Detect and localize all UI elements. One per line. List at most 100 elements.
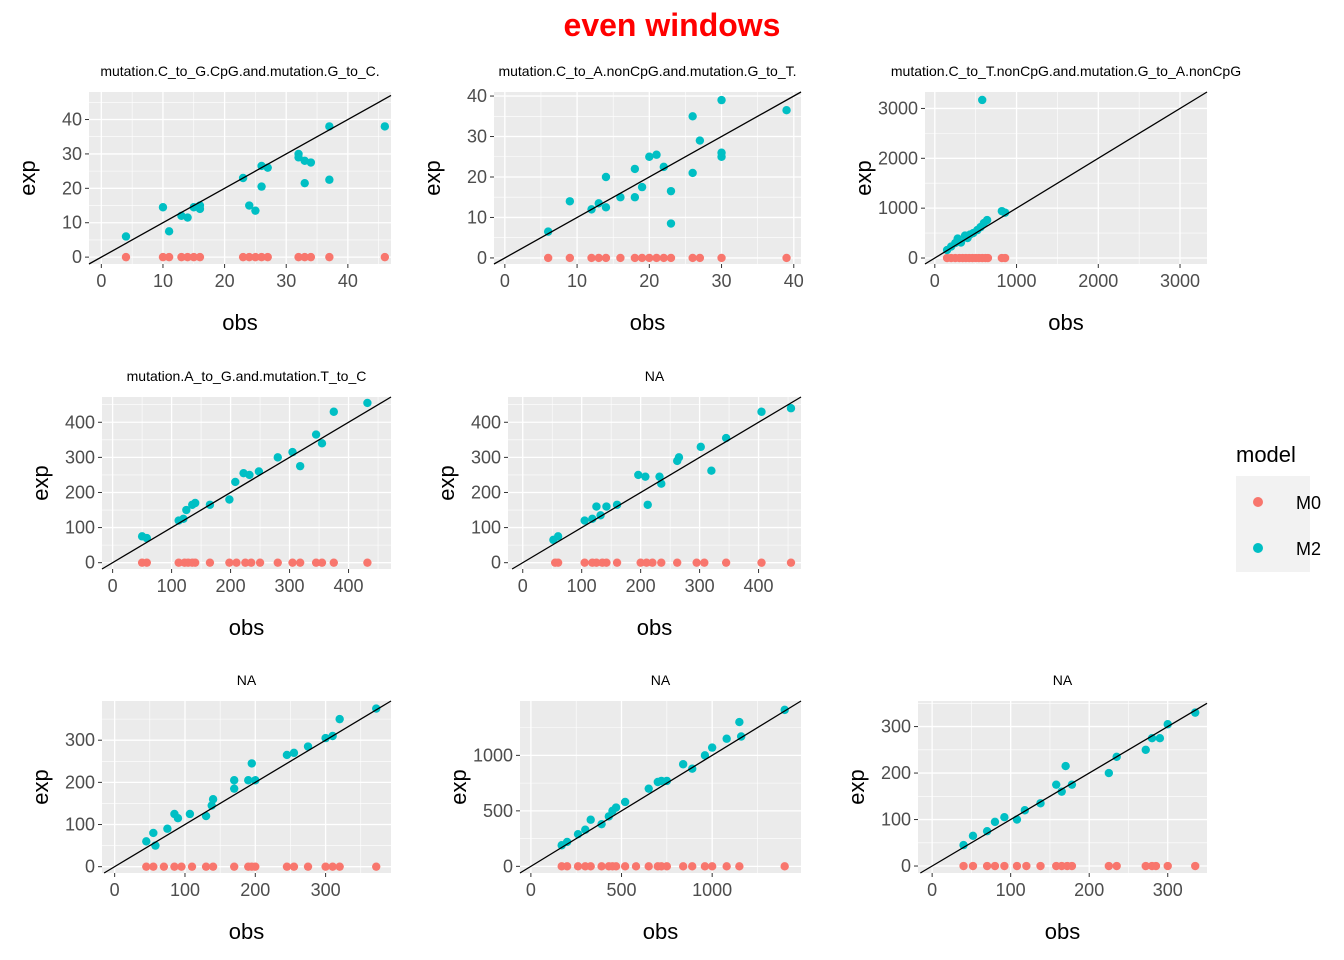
data-point-m0: [620, 862, 630, 871]
data-point-m0: [255, 558, 265, 567]
data-point-m0: [142, 558, 152, 567]
data-point-m2: [594, 199, 603, 208]
data-point-m2: [637, 182, 647, 192]
data-point-m2: [273, 453, 282, 462]
x-tick-label: 200: [1074, 880, 1104, 900]
panel-4: 0 100 200 300 400 0 100 200 300 400 mutation.A_to_…: [28, 368, 392, 640]
data-point-m2: [300, 178, 309, 188]
data-point-m2: [1000, 813, 1009, 822]
data-point-m2: [616, 193, 625, 202]
x-tick-label: 0: [500, 271, 510, 291]
x-axis-title: obs: [1045, 919, 1080, 944]
y-axis-title: exp: [446, 769, 471, 804]
reference-line-y-equals-x: [924, 91, 1208, 265]
data-point-m2: [1000, 208, 1010, 217]
data-point-m0: [241, 558, 250, 567]
x-tick-label: 100: [996, 880, 1026, 900]
data-point-m2: [329, 407, 338, 416]
data-point-m0: [208, 862, 218, 871]
data-point-m2: [601, 203, 611, 212]
y-tick-label: 40: [62, 110, 82, 130]
y-tick-label: 0: [503, 856, 513, 876]
data-point-m2: [245, 470, 254, 480]
data-point-m0: [602, 558, 611, 567]
data-point-m0: [700, 558, 709, 567]
x-tick-label: 20: [639, 271, 659, 291]
panel-1: 0 10 20 30 40 0 10 20 30 40 mutation.C_to_G.CpG.an…: [15, 63, 392, 335]
data-point-m0: [1191, 861, 1200, 871]
data-point-m2: [244, 776, 253, 785]
data-point-m0: [562, 862, 572, 871]
data-point-m2: [982, 826, 992, 836]
data-point-m0: [1000, 861, 1009, 871]
reference-line-y-equals-x: [511, 396, 802, 570]
data-point-m0: [1022, 861, 1031, 871]
x-tick-label: 100: [157, 576, 187, 596]
points: [543, 95, 791, 263]
data-point-m2: [722, 734, 731, 743]
data-point-m2: [321, 733, 330, 743]
data-point-m0: [225, 558, 234, 567]
data-point-m0: [692, 558, 701, 567]
y-tick-label: 30: [62, 144, 82, 164]
data-point-m0: [190, 558, 200, 567]
data-point-m0: [735, 862, 744, 871]
data-point-m2: [225, 495, 234, 504]
data-point-m2: [163, 824, 172, 833]
points: [137, 398, 372, 567]
data-point-m2: [565, 197, 575, 206]
data-point-m2: [688, 112, 697, 121]
data-point-m0: [587, 253, 596, 263]
data-point-m0: [251, 862, 260, 871]
y-tick-label: 300: [65, 730, 95, 750]
data-point-m0: [251, 252, 260, 262]
data-point-m2: [990, 817, 1000, 827]
data-point-m2: [652, 150, 661, 159]
data-point-m0: [229, 862, 239, 871]
legend-key-m2: [1253, 543, 1263, 553]
data-point-m2: [257, 182, 266, 191]
panel-8: 0 100 200 300 0 100 200 300 NA obs exp: [844, 672, 1208, 944]
y-tick-label: 500: [483, 801, 513, 821]
data-point-m0: [636, 558, 645, 567]
data-point-m0: [645, 253, 654, 263]
x-tick-label: 2000: [1078, 271, 1118, 291]
panel-title: mutation.C_to_A.nonCpG.and.mutation.G_to…: [498, 63, 796, 79]
data-point-m2: [717, 148, 726, 157]
data-point-m0: [329, 558, 338, 567]
data-point-m0: [159, 862, 169, 871]
data-point-m0: [580, 558, 589, 567]
data-point-m2: [190, 498, 200, 508]
data-point-m0: [968, 861, 978, 871]
y-tick-label: 200: [65, 482, 95, 502]
legend-key-background: [1236, 476, 1310, 572]
data-point-m2: [735, 717, 744, 727]
data-point-m2: [641, 472, 650, 481]
panel-title: NA: [237, 672, 257, 688]
data-point-m2: [1052, 780, 1061, 789]
data-point-m2: [1141, 745, 1150, 755]
data-point-m2: [666, 219, 676, 228]
data-point-m2: [229, 784, 239, 793]
data-point-m2: [612, 500, 622, 509]
y-tick-label: 300: [471, 447, 501, 467]
y-tick-label: 0: [85, 553, 95, 573]
data-point-m0: [311, 558, 321, 567]
legend-label-m0: M0: [1296, 493, 1321, 513]
data-point-m0: [300, 252, 309, 262]
panel-title: mutation.C_to_T.nonCpG.and.mutation.G_to…: [891, 63, 1241, 79]
reference-line-y-equals-x: [920, 702, 1208, 874]
data-point-m2: [363, 398, 372, 408]
data-point-m2: [674, 453, 684, 462]
data-point-m2: [968, 831, 978, 841]
data-point-m0: [780, 862, 789, 871]
data-point-m0: [695, 253, 705, 263]
data-point-m2: [978, 95, 987, 105]
y-tick-label: 200: [471, 482, 501, 502]
points: [142, 704, 381, 871]
data-point-m0: [586, 862, 595, 871]
x-tick-label: 40: [338, 271, 358, 291]
data-point-m2: [757, 407, 766, 416]
legend-label-m2: M2: [1296, 539, 1321, 559]
y-axis-title: exp: [28, 769, 53, 804]
